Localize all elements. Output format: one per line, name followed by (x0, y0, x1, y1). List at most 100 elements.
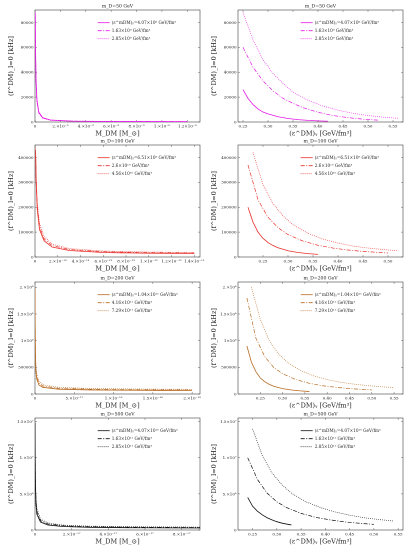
x-axis-label: (ε^DM)ᵧ [GeV/fm³] (289, 538, 351, 546)
y-tick-label: 1×10⁶ (21, 338, 34, 343)
x-axis-label: M_DM [M_⊙] (95, 538, 139, 546)
x-axis-label: (ε^DM)ᵧ [GeV/fm³] (289, 130, 351, 138)
x-tick-label: 0.30 (264, 124, 273, 129)
legend-entry: (ε^mDM)ᵧ=1.04×10¹¹ GeV/fm³ (112, 292, 178, 297)
y-tick-label: 2.×10⁶ (223, 285, 237, 290)
chart-title: m_D=200 GeV (303, 276, 338, 282)
y-tick-label: 0 (31, 391, 34, 396)
y-tick-label: 1×10⁶ (224, 338, 237, 343)
y-tick-label: 0 (31, 254, 34, 259)
x-tick-label: 1.×10⁻¹⁶ (105, 396, 123, 401)
x-tick-label: 1.5×10⁻¹⁶ (143, 396, 164, 401)
y-tick-label: 1.5×10⁶ (17, 311, 34, 316)
y-tick-label: 20000 (21, 95, 34, 100)
x-tick-label: 0.25 (239, 124, 248, 129)
series-line-3 (251, 287, 395, 388)
legend-entry: 1.63×10¹¹ GeV/fm³ (315, 436, 356, 441)
x-tick-label: 5.×10⁻¹⁷ (65, 396, 83, 401)
y-tick-label: 0 (31, 119, 34, 124)
x-tick-label: 0.40 (334, 259, 343, 264)
plot-frame (34, 417, 201, 531)
y-axis-label: (f^DM)_l=0 [kHz] (7, 444, 15, 504)
y-tick-label: 20000 (224, 95, 237, 100)
chart-panel-2: m_D=50 GeV 0.25 0.30 0.35 0.40 0.45 0.50 0.55 0 2… (210, 4, 404, 138)
y-tick-label: 200000 (221, 205, 237, 210)
chart-title: m_D=50 GeV (305, 4, 337, 10)
chart-panel-4: m_D=100 GeV 0.25 0.30 0.35 0.40 0.45 0.50 0 1000… (210, 139, 404, 273)
series-line-2 (247, 164, 389, 254)
x-tick-label: 0 (34, 396, 37, 401)
x-tick-label: 1.2×10⁻⁸ (178, 124, 197, 129)
x-tick-label: 0.55 (389, 124, 398, 129)
x-tick-label: 0 (34, 259, 37, 264)
legend-entry: (ε^mDM)ᵧ=6.51×10⁹ GeV/fm³ (315, 155, 380, 160)
y-tick-label: 100000 (18, 230, 34, 235)
y-tick-label: 1.5×10⁶ (220, 311, 237, 316)
x-tick-label: 0.40 (323, 396, 332, 401)
x-tick-label: 6.×10⁻¹³ (94, 259, 112, 264)
chart-panel-5: m_D=200 GeV 0 5.×10⁻¹⁷ 1.×10⁻¹⁶ 1.5×10⁻¹⁶ 2.×… (7, 276, 201, 410)
y-tick-label: 0 (234, 254, 237, 259)
x-tick-label: 0.25 (256, 396, 265, 401)
y-tick-label: 60000 (224, 45, 237, 50)
x-tick-label: 6.×10⁻¹⁷ (136, 532, 154, 537)
x-tick-label: 2.×10⁻¹⁷ (63, 532, 81, 537)
chart-panel-1: m_D=50 GeV 0 2.×10⁻⁹ 4.×10⁻⁹ 6.×10⁻⁹ 8.×10⁻⁹ 1… (7, 4, 201, 138)
x-tick-label: 0.45 (339, 124, 348, 129)
chart-panel-8: m_D=500 GeV 0.25 0.30 0.35 0.40 0.45 0.50 0.55 0… (210, 412, 404, 546)
legend-entry: 2.85×10¹¹ GeV/fm³ (315, 444, 356, 449)
legend-entry: (ε^mDM)ᵧ=6.51×10⁹ GeV/fm³ (112, 155, 177, 160)
legend-entry: 1.63×10⁹ GeV/fm³ (315, 28, 354, 33)
x-axis-label: (ε^DM)ᵧ [GeV/fm³] (289, 402, 351, 410)
y-tick-label: 1.×10⁷ (20, 455, 34, 460)
y-tick-label: 5.×10⁶ (20, 491, 34, 496)
series-line-2 (246, 297, 372, 391)
legend-entry: 4.16×10¹¹ GeV/fm³ (315, 300, 356, 305)
x-tick-label: 0 (34, 124, 37, 129)
y-tick-label: 0 (234, 119, 237, 124)
series-line-2 (35, 289, 193, 391)
series-line-1 (247, 207, 319, 255)
x-tick-label: 0.45 (345, 532, 354, 537)
series-line-1 (242, 89, 329, 122)
x-tick-label: 6.×10⁻⁹ (103, 124, 119, 129)
x-tick-label: 4.×10⁻¹⁷ (100, 532, 118, 537)
legend-entry: 2.85×10⁹ GeV/fm³ (112, 36, 151, 41)
series-line-3 (252, 152, 399, 252)
legend-entry: 2.6×10¹⁰ GeV/fm³ (315, 163, 353, 168)
series-line-3 (242, 12, 399, 119)
y-tick-label: 0 (31, 527, 34, 532)
series-line-2 (35, 14, 188, 122)
x-tick-label: 4.×10⁻⁹ (78, 124, 94, 129)
x-tick-label: 0.50 (364, 124, 373, 129)
legend-entry: (ε^mDM)ᵧ=1.04×10¹¹ GeV/fm³ (315, 292, 381, 297)
y-tick-label: 60000 (21, 45, 34, 50)
y-axis-label: (f^DM)_l=0 [kHz] (210, 308, 218, 368)
y-tick-label: 500000 (221, 365, 237, 370)
x-tick-label: 0.30 (272, 532, 281, 537)
y-tick-label: 400000 (221, 155, 237, 160)
x-tick-label: 1.2×10⁻¹² (161, 259, 182, 264)
y-tick-label: 1.5×10⁷ (17, 419, 34, 424)
x-tick-label: 2.×10⁻¹³ (49, 259, 67, 264)
x-tick-label: 0.25 (259, 259, 268, 264)
plot-frame (237, 144, 404, 258)
chart-panel-7: m_D=500 GeV 0 2.×10⁻¹⁷ 4.×10⁻¹⁷ 6.×10⁻¹⁷ 8.×1… (7, 412, 201, 546)
y-tick-label: 0 (234, 391, 237, 396)
y-tick-label: 400000 (18, 155, 34, 160)
legend-entry: 7.29×10¹¹ GeV/fm³ (315, 308, 356, 313)
plot-frame (237, 281, 404, 395)
y-axis-label: (f^DM)_l=0 [kHz] (7, 308, 15, 368)
legend-entry: 2.85×10⁹ GeV/fm³ (315, 36, 354, 41)
legend-entry: (ε^mDM)ᵧ=4.07×10⁸ GeV/fm³ (112, 20, 177, 25)
legend-entry: 2.85×10¹¹ GeV/fm³ (112, 444, 153, 449)
series-line-3 (35, 421, 200, 528)
chart-title: m_D=100 GeV (303, 139, 338, 145)
x-tick-label: 0 (34, 532, 37, 537)
y-tick-label: 500000 (18, 365, 34, 370)
y-tick-label: 200000 (18, 205, 34, 210)
x-tick-label: 0.30 (278, 396, 287, 401)
x-tick-label: 2.×10⁻⁹ (52, 124, 68, 129)
legend-entry: 7.29×10¹¹ GeV/fm³ (112, 308, 153, 313)
